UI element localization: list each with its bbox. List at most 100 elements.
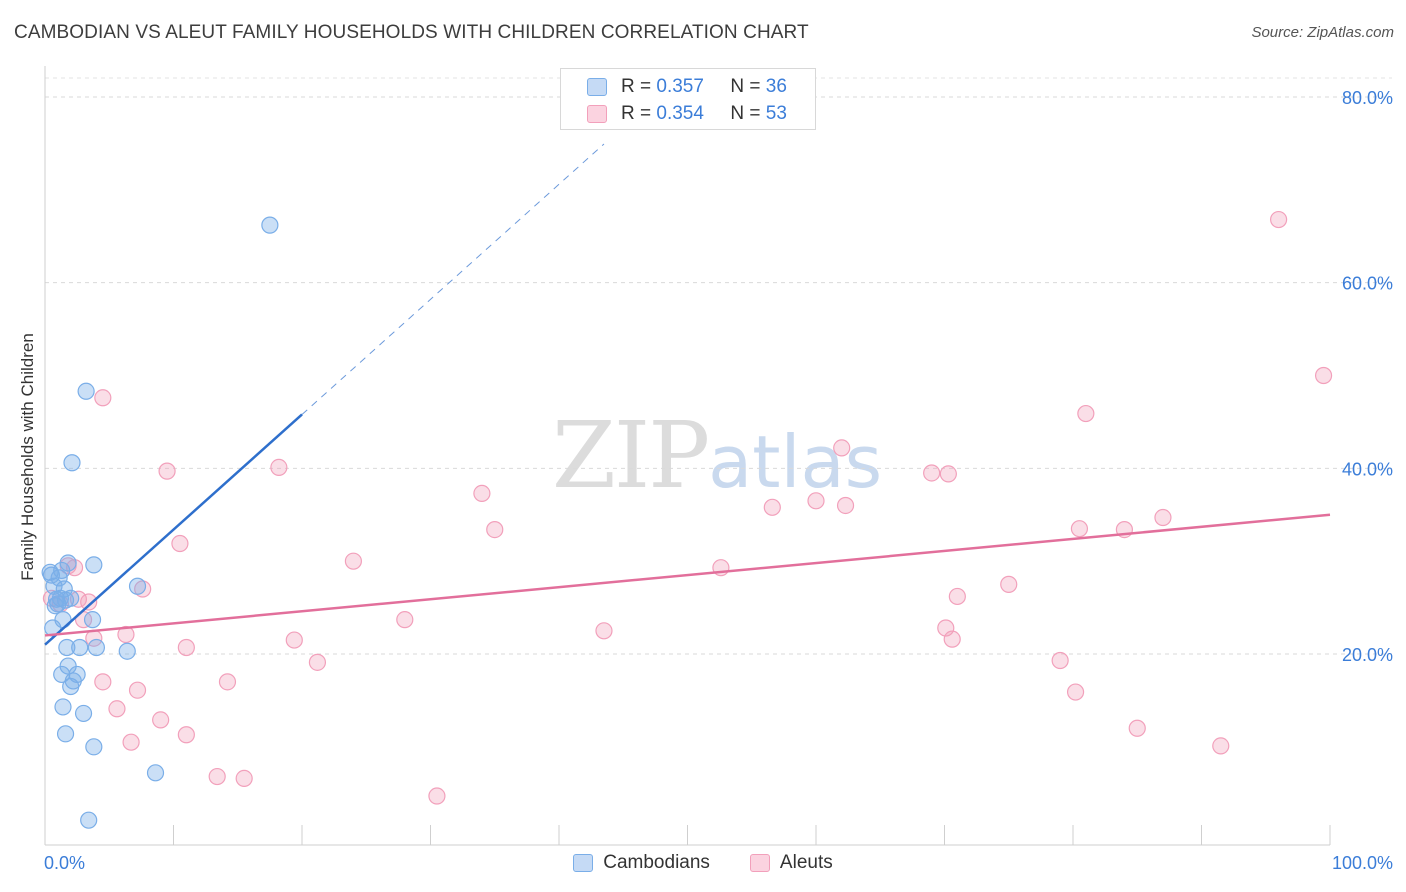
- cambodian-point: [54, 698, 72, 716]
- aleut-point: [1128, 719, 1146, 737]
- aleut-point: [836, 496, 855, 515]
- cambodian-point: [59, 554, 77, 572]
- cambodian-point: [87, 638, 106, 657]
- aleut-point: [428, 787, 446, 805]
- legend-n-value-aleuts: 53: [765, 103, 787, 124]
- aleut-point: [308, 653, 327, 671]
- y-tick-label: 20.0%: [1342, 645, 1393, 665]
- cambodian-point: [46, 597, 64, 615]
- cambodian-trend-line: [44, 413, 303, 646]
- aleut-point: [270, 458, 288, 477]
- aleut-point: [763, 498, 781, 516]
- cambodian-trend-extension: [301, 143, 605, 415]
- aleut-point: [939, 465, 957, 483]
- cambodian-point: [118, 642, 136, 660]
- aleut-point: [94, 673, 112, 691]
- aleut-point: [1212, 737, 1230, 755]
- aleut-point: [108, 700, 126, 718]
- y-tick-label: 80.0%: [1342, 88, 1393, 108]
- legend-r-value-cambodians: 0.357: [656, 76, 704, 97]
- aleut-point: [1269, 210, 1288, 229]
- aleut-point: [923, 464, 941, 482]
- aleut-point: [1077, 404, 1095, 423]
- cambodian-point: [63, 454, 81, 472]
- legend-row-aleuts: R = 0.354 N = 53: [587, 102, 787, 126]
- aleut-point: [1314, 366, 1333, 385]
- legend-n-value-cambodians: 36: [765, 76, 787, 97]
- y-tick-label: 60.0%: [1342, 274, 1393, 294]
- legend-r-label: R =: [621, 76, 652, 97]
- cambodian-point: [85, 556, 103, 574]
- aleut-point: [128, 681, 147, 699]
- aleut-point: [396, 611, 414, 629]
- aleut-point: [595, 622, 613, 640]
- legend-swatch-cambodians: [587, 78, 607, 96]
- legend-r-label: R =: [621, 103, 652, 124]
- aleut-point: [1154, 508, 1172, 527]
- cambodian-point: [41, 563, 59, 581]
- x-tick-label: 0.0%: [44, 853, 85, 873]
- cambodian-point: [83, 611, 102, 629]
- correlation-legend: R = 0.357 N = 36 R = 0.354 N = 53: [560, 68, 816, 130]
- cambodian-point: [261, 216, 279, 234]
- cambodian-point: [146, 764, 165, 782]
- cambodian-point: [85, 738, 103, 756]
- aleut-point: [80, 593, 98, 611]
- legend-swatch-aleuts: [587, 105, 607, 123]
- aleut-point: [1000, 575, 1018, 593]
- legend-n-label: N =: [730, 103, 761, 124]
- aleut-point: [285, 631, 303, 649]
- aleut-point: [94, 389, 112, 407]
- legend-row-cambodians: R = 0.357 N = 36: [587, 75, 787, 99]
- aleut-point: [177, 726, 195, 744]
- aleut-point: [1051, 651, 1069, 670]
- aleut-point: [807, 492, 825, 510]
- series-label-aleuts: Aleuts: [779, 852, 833, 873]
- cambodian-point: [80, 811, 98, 829]
- aleut-point: [158, 462, 176, 480]
- y-axis-label: Family Households with Children: [18, 333, 37, 581]
- aleut-point: [1066, 683, 1085, 701]
- aleut-point: [948, 587, 966, 606]
- cambodian-point: [74, 704, 93, 723]
- series-legend-cambodians[interactable]: Cambodians: [573, 852, 710, 874]
- x-tick-label: 100.0%: [1332, 853, 1393, 873]
- aleut-point: [943, 630, 961, 648]
- cambodian-point: [58, 638, 76, 657]
- cambodian-point: [77, 382, 95, 400]
- aleut-point: [833, 439, 851, 457]
- aleut-point: [134, 580, 152, 598]
- aleut-point: [177, 638, 195, 657]
- cambodian-point: [56, 725, 75, 743]
- cambodian-point: [62, 677, 80, 696]
- series-legend: Cambodians Aleuts: [0, 852, 1406, 874]
- y-tick-label: 40.0%: [1342, 459, 1393, 479]
- legend-n-label: N =: [730, 76, 761, 97]
- aleut-point: [218, 673, 237, 691]
- series-swatch-aleuts: [749, 854, 770, 872]
- aleut-point: [171, 534, 189, 553]
- chart-title: CAMBODIAN VS ALEUT FAMILY HOUSEHOLDS WIT…: [14, 22, 809, 43]
- series-legend-aleuts[interactable]: Aleuts: [749, 852, 833, 874]
- cambodian-point: [62, 589, 80, 607]
- aleut-point: [1070, 520, 1089, 538]
- aleut-point: [235, 769, 253, 787]
- watermark-atlas: atlas: [708, 420, 883, 504]
- aleut-point: [122, 733, 140, 751]
- cambodian-point: [71, 638, 89, 657]
- aleut-point: [152, 711, 170, 729]
- series-swatch-cambodians: [573, 854, 594, 872]
- aleut-point: [117, 625, 135, 644]
- aleut-point: [208, 767, 226, 786]
- aleut-point: [473, 484, 491, 502]
- cambodian-point: [128, 577, 147, 595]
- aleut-trend-line: [44, 513, 1331, 637]
- aleut-point: [486, 521, 504, 539]
- watermark: ZIPatlas: [552, 402, 882, 509]
- legend-r-value-aleuts: 0.354: [656, 103, 704, 124]
- watermark-zip: ZIP: [552, 402, 710, 509]
- aleut-point: [344, 552, 362, 570]
- series-label-cambodians: Cambodians: [603, 852, 710, 873]
- chart-source: Source: ZipAtlas.com: [1251, 24, 1394, 41]
